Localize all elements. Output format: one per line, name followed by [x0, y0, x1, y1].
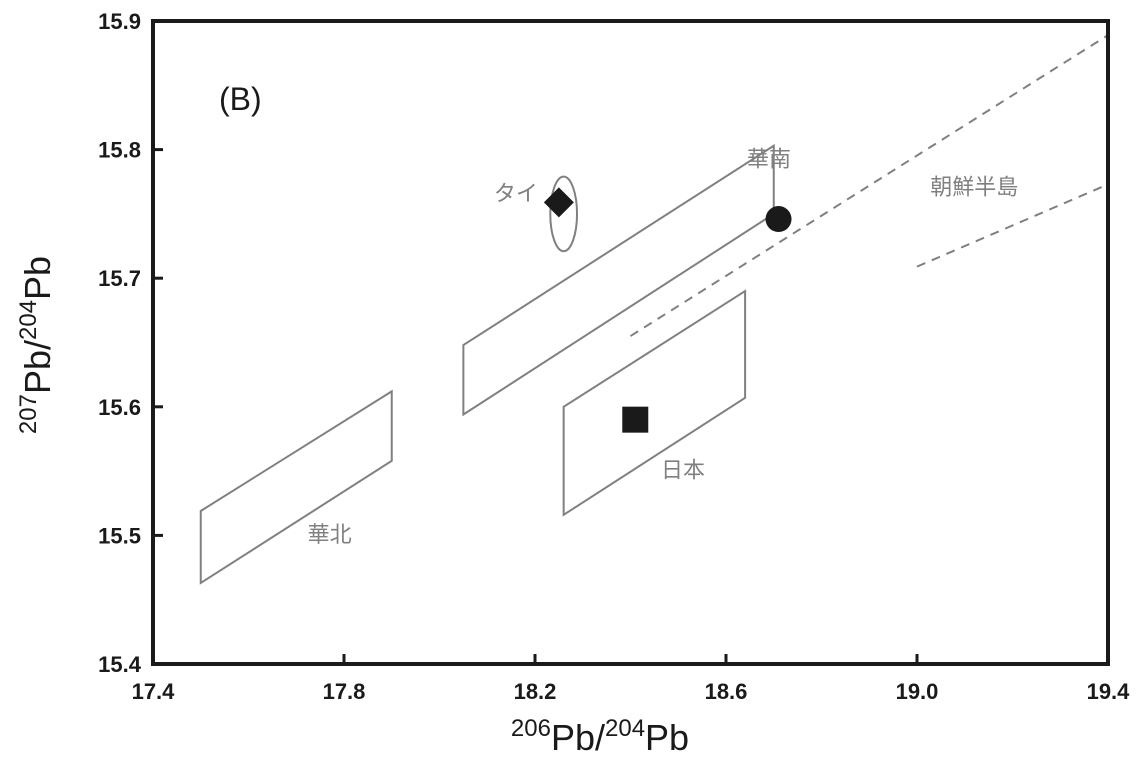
y-tick-label: 15.7: [98, 266, 141, 291]
dashed-trend-line: [629, 34, 1109, 337]
x-axis-ticks: 17.4 17.8 18.2 18.6 19.0 19.4: [132, 654, 1131, 704]
y-tick-label: 15.5: [98, 523, 141, 548]
x-tick-label: 17.8: [323, 679, 366, 704]
panel-label: (B): [219, 81, 262, 117]
dashed-trend-line: [916, 183, 1109, 268]
x-axis-title-sup1: 206: [511, 715, 551, 742]
x-axis-title: 206Pb/204Pb: [511, 715, 689, 758]
region-polygon: [199, 389, 393, 585]
y-tick-label: 15.4: [98, 652, 142, 677]
point-square: [622, 406, 649, 433]
dashed-lines-layer: [629, 34, 1109, 337]
region-ellipse: [549, 175, 579, 253]
y-axis-title-sup1: 207: [15, 394, 42, 434]
region-label: 華北: [308, 523, 352, 548]
x-axis-title-sup2: 204: [605, 715, 645, 742]
y-tick-label: 15.9: [98, 9, 141, 34]
point-diamond: [543, 187, 574, 218]
y-axis-title-base2: Pb: [17, 256, 58, 300]
points-layer: [543, 187, 792, 433]
region-polygon: [462, 143, 775, 417]
x-tick-label: 18.6: [705, 679, 748, 704]
regions-layer: [199, 143, 775, 585]
region-polygon: [562, 289, 747, 517]
y-axis-title-base1: Pb/: [17, 340, 58, 394]
region-label: 華南: [747, 147, 791, 172]
x-tick-label: 19.0: [896, 679, 939, 704]
y-axis-title: 207Pb/204Pb: [15, 256, 58, 434]
x-axis-title-base2: Pb: [645, 717, 689, 758]
y-tick-label: 15.8: [98, 138, 141, 163]
x-tick-label: 17.4: [132, 679, 176, 704]
korea-label: 朝鮮半島: [930, 176, 1018, 201]
y-axis-ticks: 15.4 15.5 15.6 15.7 15.8 15.9: [98, 9, 163, 677]
region-label: 日本: [661, 459, 705, 484]
x-tick-label: 18.2: [514, 679, 557, 704]
x-axis-title-base1: Pb/: [551, 717, 605, 758]
y-tick-label: 15.6: [98, 395, 141, 420]
plot-frame: [151, 19, 1110, 666]
y-axis-title-sup2: 204: [15, 300, 42, 340]
region-label: タイ: [494, 182, 538, 207]
point-circle: [765, 206, 792, 233]
x-tick-label: 19.4: [1087, 679, 1131, 704]
